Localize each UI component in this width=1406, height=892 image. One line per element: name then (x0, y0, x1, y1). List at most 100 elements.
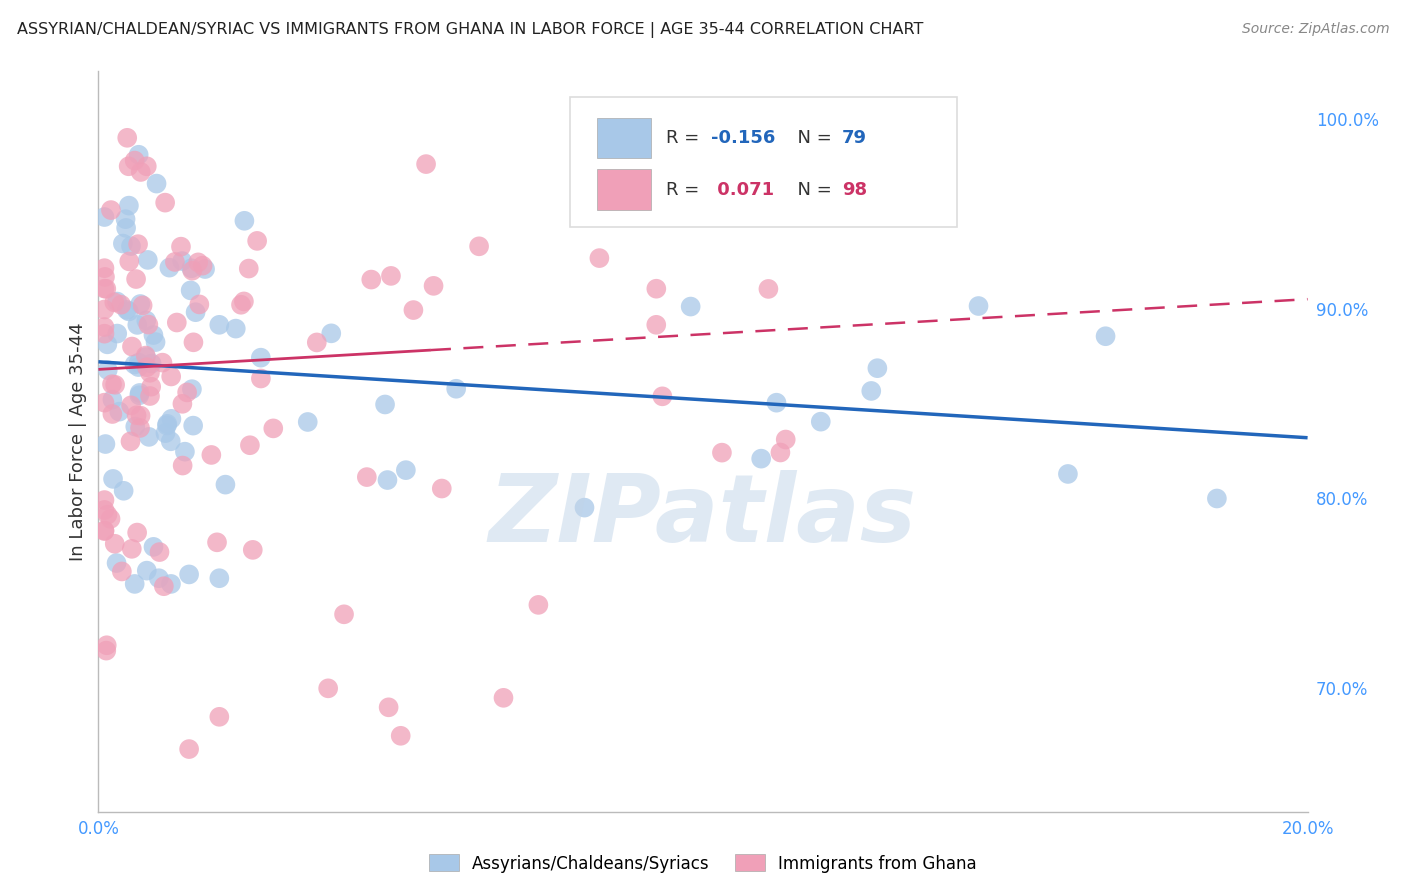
Point (141, 379, 163, 393)
Point (163, 255, 186, 269)
Point (679, 300, 702, 314)
Point (645, 318, 668, 332)
Point (94, 269, 117, 284)
Point (810, 415, 832, 429)
Point (135, 159, 157, 173)
Text: N =: N = (786, 129, 838, 147)
Point (129, 297, 152, 311)
Point (160, 369, 183, 384)
Point (200, 448, 222, 462)
Point (316, 681, 339, 696)
Point (194, 262, 217, 277)
Point (142, 328, 165, 343)
Point (127, 237, 149, 252)
Point (120, 434, 142, 449)
Point (157, 260, 180, 275)
Point (120, 398, 142, 412)
Point (233, 214, 256, 228)
Point (93, 503, 115, 517)
Point (492, 690, 515, 705)
Point (108, 404, 131, 418)
Point (141, 357, 163, 371)
Point (128, 356, 150, 370)
Point (115, 221, 138, 235)
Point (588, 251, 610, 265)
Point (124, 358, 146, 372)
Point (97, 363, 120, 377)
Point (430, 482, 453, 496)
Point (242, 542, 264, 557)
Point (136, 252, 159, 267)
Point (96, 638, 118, 652)
Point (93, 524, 115, 538)
Text: 79: 79 (842, 129, 868, 147)
Point (873, 181, 896, 195)
Point (166, 316, 188, 330)
Point (170, 240, 193, 254)
Point (129, 165, 152, 179)
Text: ZIPatlas: ZIPatlas (489, 469, 917, 562)
Point (422, 278, 444, 293)
Point (1057, 467, 1080, 481)
Point (131, 298, 153, 312)
Point (148, 571, 170, 585)
Point (184, 305, 207, 319)
Point (101, 472, 124, 486)
Point (96, 508, 118, 522)
Point (139, 366, 162, 380)
Point (651, 389, 673, 403)
Point (377, 700, 399, 714)
Point (866, 361, 889, 376)
Point (860, 384, 883, 398)
Point (360, 272, 382, 286)
Point (645, 282, 668, 296)
Point (125, 272, 148, 286)
Point (769, 445, 792, 459)
Point (239, 438, 262, 452)
Point (321, 326, 343, 341)
Point (115, 302, 138, 317)
Point (380, 268, 402, 283)
Point (118, 254, 141, 268)
Point (145, 177, 167, 191)
Point (93, 261, 115, 276)
Point (94, 437, 117, 451)
Point (135, 350, 157, 364)
Point (127, 525, 149, 540)
Point (118, 304, 141, 318)
Point (374, 397, 396, 411)
Point (179, 742, 201, 756)
Point (188, 297, 211, 311)
Legend: Assyrians/Chaldeans/Syriacs, Immigrants from Ghana: Assyrians/Chaldeans/Syriacs, Immigrants … (422, 847, 984, 880)
Point (128, 388, 150, 402)
Point (180, 284, 202, 298)
Text: R =: R = (665, 181, 704, 199)
Point (395, 463, 418, 477)
Point (96, 337, 118, 351)
Point (297, 415, 319, 429)
Point (105, 556, 128, 570)
Text: -0.156: -0.156 (711, 129, 776, 147)
Point (208, 710, 231, 724)
Point (208, 318, 231, 332)
Point (114, 212, 136, 227)
Point (121, 541, 143, 556)
Point (156, 418, 179, 433)
Point (389, 729, 412, 743)
Point (181, 418, 204, 433)
Point (208, 571, 231, 585)
Point (765, 395, 787, 409)
Point (574, 500, 596, 515)
Point (120, 239, 142, 253)
Point (356, 470, 378, 484)
Point (96, 643, 118, 657)
Point (179, 567, 201, 582)
Point (172, 397, 194, 411)
Point (250, 351, 273, 365)
Point (153, 579, 176, 593)
Point (262, 421, 284, 435)
Point (103, 295, 125, 310)
Point (172, 458, 194, 473)
Point (100, 512, 122, 526)
Text: ASSYRIAN/CHALDEAN/SYRIAC VS IMMIGRANTS FROM GHANA IN LABOR FORCE | AGE 35-44 COR: ASSYRIAN/CHALDEAN/SYRIAC VS IMMIGRANTS F… (17, 22, 924, 38)
